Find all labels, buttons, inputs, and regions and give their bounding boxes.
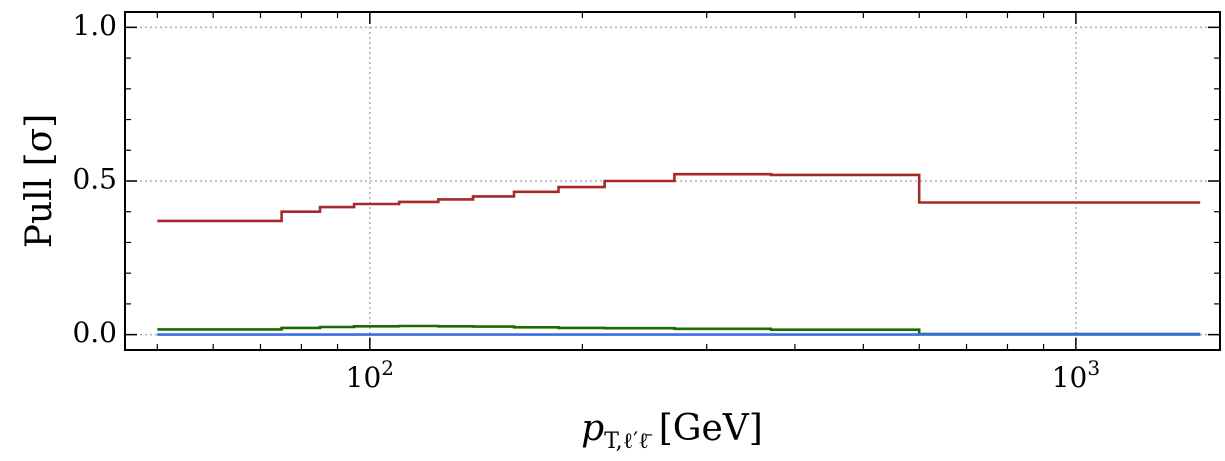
x-tick-label-exponent: 3 — [1087, 356, 1100, 380]
y-tick-label: 1.0 — [72, 9, 117, 42]
x-tick-label-exponent: 2 — [381, 356, 394, 380]
series-layer — [157, 172, 1201, 336]
series-step-line — [157, 324, 1201, 336]
grid — [125, 12, 1220, 350]
x-axis-label-sub: T,ℓ′ℓ̄ — [604, 429, 653, 454]
x-tick-label-base: 10 — [346, 361, 382, 394]
x-tick-label-base: 10 — [1052, 361, 1088, 394]
y-axis-label: Pull [σ] — [19, 114, 60, 249]
y-tick-label: 0.0 — [72, 316, 117, 349]
x-tick-label: 103 — [1052, 356, 1100, 394]
x-tick-label: 102 — [346, 356, 394, 394]
ticks — [125, 12, 1220, 350]
x-axis-label-unit: [GeV] — [659, 408, 763, 449]
series-step-line — [157, 172, 1201, 223]
x-axis-label-main: p — [581, 408, 604, 449]
y-tick-label: 0.5 — [72, 163, 117, 196]
x-axis-label: pT,ℓ′ℓ̄ [GeV] — [581, 408, 763, 454]
